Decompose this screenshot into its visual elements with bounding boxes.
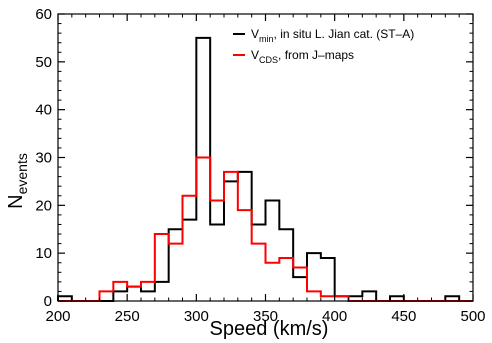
y-tick-label: 50 [35,54,52,71]
legend-label-vmin-sub: min [259,34,274,44]
x-tick-label: 500 [460,308,485,325]
legend-label-vmin-rest: , in situ L. Jian cat. (ST–A) [274,27,415,41]
x-tick-label: 350 [253,308,278,325]
x-tick-label: 300 [184,308,209,325]
x-tick-label: 400 [322,308,347,325]
series-line-vcds [58,156,473,302]
y-axis-title: Nevents [5,153,30,209]
legend-label-vcds-main: V [251,48,259,62]
y-tick-label: 40 [35,102,52,119]
tick-layer [57,13,474,302]
y-axis-title-main: N [5,194,27,208]
legend-label-vmin-main: V [251,27,259,41]
y-tick-label: 0 [44,293,52,310]
legend-label-vcds-sub: CDS [259,55,278,65]
legend-label-vcds: VCDS, from J–maps [251,48,354,65]
legend-label-vmin: Vmin, in situ L. Jian cat. (ST–A) [251,27,414,44]
x-tick-label: 450 [391,308,416,325]
legend: Vmin, in situ L. Jian cat. (ST–A) VCDS, … [233,27,414,65]
y-tick-label: 60 [35,6,52,23]
x-tick-label: 200 [45,308,70,325]
series-layer [57,36,473,302]
tick-label-layer: 200 250 300 350 400 450 500 0 10 20 30 40 50 60 [35,6,485,325]
y-tick-label: 20 [35,197,52,214]
legend-label-vcds-rest: , from J–maps [278,48,354,62]
y-tick-label: 30 [35,150,52,167]
x-tick-label: 250 [115,308,140,325]
x-axis-title: Speed (km/s) [210,318,329,340]
y-axis-title-sub: events [14,153,30,194]
y-tick-label: 10 [35,245,52,262]
